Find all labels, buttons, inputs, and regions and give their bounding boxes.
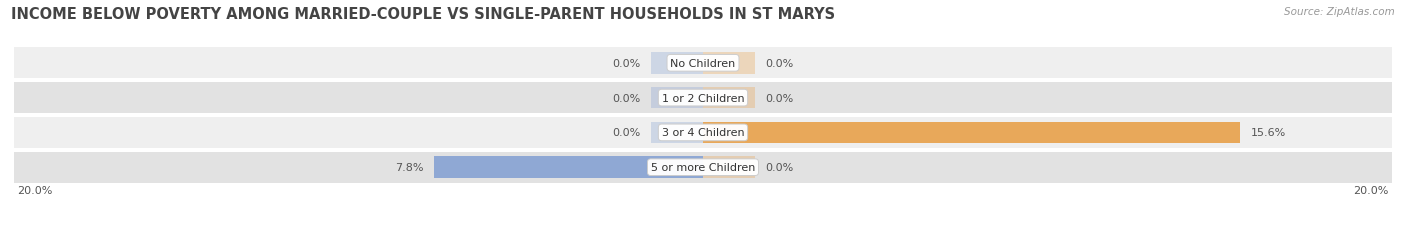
Bar [651, 87, 703, 109]
Text: 0.0%: 0.0% [765, 162, 793, 173]
Text: 0.0%: 0.0% [765, 58, 793, 69]
Bar [434, 157, 703, 178]
Text: 20.0%: 20.0% [1353, 185, 1389, 195]
Text: 20.0%: 20.0% [17, 185, 53, 195]
Text: 1 or 2 Children: 1 or 2 Children [662, 93, 744, 103]
Text: 15.6%: 15.6% [1251, 128, 1286, 138]
Bar [14, 83, 1392, 113]
Bar [651, 122, 703, 143]
Text: 0.0%: 0.0% [613, 58, 641, 69]
Bar [703, 122, 755, 143]
Text: 5 or more Children: 5 or more Children [651, 162, 755, 173]
Bar [14, 152, 1392, 183]
Text: 7.8%: 7.8% [395, 162, 425, 173]
Bar [703, 53, 755, 74]
Bar [651, 157, 703, 178]
Text: Source: ZipAtlas.com: Source: ZipAtlas.com [1284, 7, 1395, 17]
Text: 0.0%: 0.0% [765, 93, 793, 103]
Bar [651, 53, 703, 74]
Text: 0.0%: 0.0% [613, 93, 641, 103]
Bar [703, 122, 1240, 143]
Bar [703, 157, 755, 178]
Text: 0.0%: 0.0% [613, 128, 641, 138]
Bar [14, 48, 1392, 79]
Text: INCOME BELOW POVERTY AMONG MARRIED-COUPLE VS SINGLE-PARENT HOUSEHOLDS IN ST MARY: INCOME BELOW POVERTY AMONG MARRIED-COUPL… [11, 7, 835, 22]
Bar [14, 118, 1392, 148]
Bar [703, 87, 755, 109]
Text: 3 or 4 Children: 3 or 4 Children [662, 128, 744, 138]
Text: No Children: No Children [671, 58, 735, 69]
